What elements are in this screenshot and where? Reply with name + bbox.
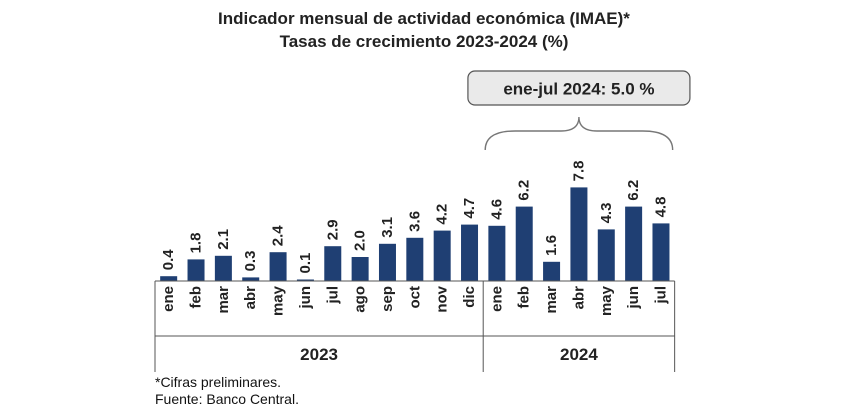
value-label-0: 0.4 [160,249,177,271]
category-label-8: sep [379,286,396,312]
bar-13 [515,206,533,281]
bar-17 [625,206,643,281]
bar-4 [269,252,287,281]
value-label-5: 0.1 [297,253,314,274]
category-label-11: dic [461,286,478,308]
category-label-17: jun [625,286,642,310]
chart-subtitle: Tasas de crecimiento 2023-2024 (%) [280,32,569,51]
category-label-9: oct [406,286,423,309]
category-label-2: mar [215,286,232,314]
category-label-0: ene [160,286,177,312]
value-label-18: 4.8 [652,197,669,218]
bar-15 [570,187,588,281]
bar-18 [652,223,670,281]
category-label-1: feb [188,286,205,309]
category-label-18: jul [652,286,669,305]
value-label-6: 2.9 [324,219,341,240]
bar-9 [406,237,424,281]
value-label-4: 2.4 [270,225,287,247]
value-label-3: 0.3 [242,251,259,272]
bar-11 [461,224,479,281]
value-label-7: 2.0 [352,230,369,251]
category-label-3: abr [242,286,259,310]
value-label-1: 1.8 [188,233,205,254]
bar-3 [242,277,260,281]
bar-8 [378,243,396,281]
bar-6 [324,246,342,281]
category-label-15: abr [570,286,587,310]
bar-10 [433,230,451,281]
footnote-preliminary: *Cifras preliminares. [155,374,282,390]
value-label-10: 4.2 [434,204,451,225]
value-label-16: 4.3 [598,203,615,224]
category-label-12: ene [488,286,505,312]
callout-text: ene-jul 2024: 5.0 % [503,80,654,99]
value-label-15: 7.8 [570,161,587,182]
chart-svg: Indicador mensual de actividad económica… [154,9,691,372]
value-label-12: 4.6 [488,199,505,220]
bar-1 [187,259,205,281]
value-label-11: 4.7 [461,198,478,219]
category-label-14: mar [543,286,560,314]
category-label-10: nov [434,285,451,312]
category-label-5: jun [297,286,314,310]
value-label-9: 3.6 [406,211,423,232]
bar-2 [214,255,232,281]
bar-5 [296,279,314,281]
bar-14 [543,261,561,281]
value-label-13: 6.2 [516,180,533,201]
category-label-16: may [598,285,615,316]
category-label-6: jul [324,286,341,305]
chart-title: Indicador mensual de actividad económica… [218,9,630,28]
bar-0 [160,276,178,281]
year-label-2024: 2024 [560,345,598,364]
category-label-13: feb [516,286,533,309]
year-label-2023: 2023 [300,345,338,364]
footnote-source: Fuente: Banco Central. [155,391,299,407]
category-label-7: ago [352,286,369,313]
bar-16 [597,229,615,281]
callout-brace [484,116,674,151]
value-label-17: 6.2 [625,180,642,201]
bar-12 [488,225,506,281]
bar-7 [351,257,369,281]
callout-box [467,70,691,106]
category-label-4: may [270,285,287,316]
value-label-14: 1.6 [543,235,560,256]
value-label-8: 3.1 [379,217,396,238]
value-label-2: 2.1 [215,229,232,250]
